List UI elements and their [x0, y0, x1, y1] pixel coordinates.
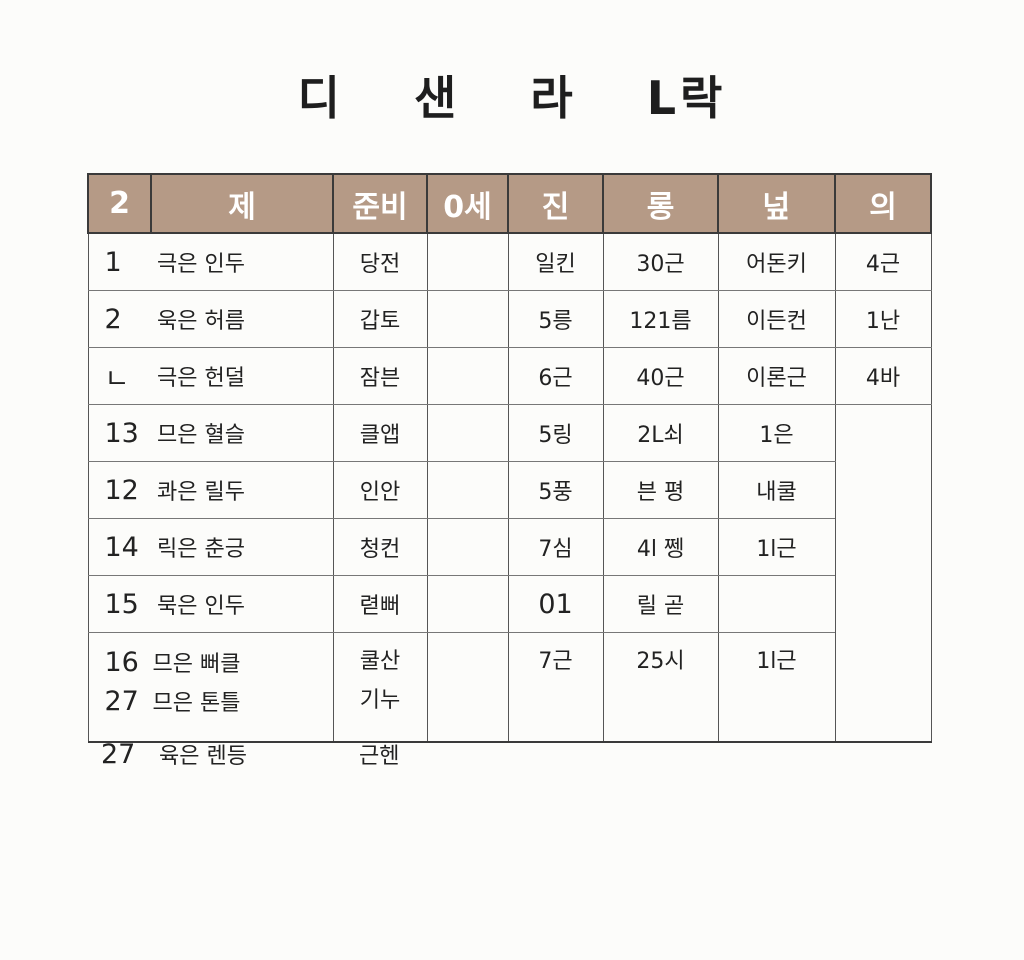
row-col-3: 쿨산 — [359, 649, 401, 674]
row-number: 27 — [101, 738, 136, 770]
row-col-3: 잠븐 — [332, 347, 428, 405]
double-row-left: 16 므은 뻐클 27 므은 톤틀 — [87, 632, 334, 743]
row-col-4 — [427, 404, 509, 462]
row-col-5: 7심 — [507, 518, 604, 576]
row-number: ㄴ — [87, 347, 151, 405]
title-part-3: 라 — [530, 71, 577, 125]
header-row: 2 제 준비 0세 진 롱 넢 의 — [87, 173, 932, 234]
row-name: 므은 혈슬 — [151, 404, 334, 462]
table-row-double: 16 므은 뻐클 27 므은 톤틀 쿨산 기누 7근 25시 1l근 — [87, 632, 931, 743]
row-col-3: 렫뻐 — [332, 575, 428, 633]
row-name: 극은 인두 — [151, 233, 334, 291]
row-col-4 — [427, 233, 509, 291]
row-name: 극은 헌덜 — [151, 347, 334, 405]
table-row: ㄴ 극은 헌덜 잠븐 6근 40근 이론근 4바 — [87, 347, 932, 405]
header-col-6: 롱 — [602, 173, 719, 234]
row-col-4 — [427, 632, 509, 743]
row-col-6: 30근 — [602, 233, 719, 291]
row-col-7: 이론근 — [717, 347, 836, 405]
row-col-5: 5릉 — [507, 290, 604, 348]
table-row: 2 욱은 허름 갑토 5릉 121름 이든컨 1난 — [87, 290, 932, 348]
row-col-5: 일킨 — [507, 233, 604, 291]
row-col-3: 갑토 — [332, 290, 428, 348]
row-col-8-empty — [834, 404, 932, 743]
row-col-3: 당전 — [332, 233, 428, 291]
row-col-6: 121름 — [602, 290, 719, 348]
row-col-4 — [427, 347, 509, 405]
row-col-8: 1난 — [834, 290, 932, 348]
double-row-col-3: 쿨산 기누 — [332, 632, 428, 743]
row-number: 27 — [104, 685, 139, 717]
header-col-2: 제 — [150, 173, 334, 234]
title-part-2: 샌 — [414, 71, 461, 125]
row-col-7: 이든컨 — [717, 290, 836, 348]
row-col-3: 클앱 — [332, 404, 428, 462]
row-name: 므은 뻐클 — [152, 652, 241, 677]
row-col-3: 인안 — [332, 461, 428, 519]
row-col-5: 01 — [507, 575, 604, 633]
row-name: 묵은 인두 — [151, 575, 334, 633]
row-col-5: 5풍 — [507, 461, 604, 519]
row-col-7: 1은 — [717, 404, 836, 462]
row-col-6: 4l 쩽 — [602, 518, 719, 576]
row-number: 1 — [87, 233, 151, 291]
table-row: 14 릭은 춘긍 청컨 7심 4l 쩽 1l근 — [87, 518, 931, 576]
roster-table: 2 제 준비 0세 진 롱 넢 의 1 극은 인두 당전 일킨 30근 어돈키 … — [87, 173, 932, 743]
row-col-7: 어돈키 — [717, 233, 836, 291]
row-col-4 — [427, 518, 509, 576]
row-name: 므은 톤틀 — [152, 691, 241, 716]
title-part-4: L락 — [646, 71, 727, 125]
row-col-7 — [717, 575, 836, 633]
row-col-6: 븐 평 — [602, 461, 719, 519]
row-col-3: 근헨 — [359, 744, 400, 769]
row-number: 15 — [87, 575, 151, 633]
row-col-6-value: 25시 — [636, 649, 685, 674]
row-col-7: 1l근 — [717, 632, 836, 743]
row-col-3: 기누 — [359, 688, 401, 713]
row-col-4 — [427, 575, 509, 633]
header-col-5: 진 — [507, 173, 604, 234]
row-col-4 — [427, 461, 509, 519]
row-name: 욱은 허름 — [151, 290, 334, 348]
title-part-1: 디 — [297, 71, 344, 125]
header-col-1: 2 — [87, 173, 152, 234]
row-col-5: 6근 — [507, 347, 604, 405]
row-number: 16 — [104, 646, 139, 678]
row-col-6: 25시 — [602, 632, 719, 743]
table-row: 1 극은 인두 당전 일킨 30근 어돈키 4근 — [87, 233, 932, 291]
row-name: 릭은 춘긍 — [151, 518, 334, 576]
page-title: 디 샌 라 L락 — [0, 62, 1024, 128]
header-col-8: 의 — [834, 173, 932, 234]
row-col-4 — [427, 290, 509, 348]
table-row: 15 묵은 인두 렫뻐 01 릴 곧 — [87, 575, 931, 633]
row-col-7-value: 1l근 — [756, 649, 797, 674]
row-name: 콰은 릴두 — [151, 461, 334, 519]
row-col-6: 40근 — [602, 347, 719, 405]
row-col-5-value: 7근 — [538, 649, 573, 674]
row-col-6: 2L쇠 — [602, 404, 719, 462]
row-col-8: 4바 — [834, 347, 932, 405]
header-col-3: 준비 — [332, 173, 428, 234]
outside-row: 27 육은 렌등 근헨 — [101, 734, 501, 774]
table-row: 13 므은 혈슬 클앱 5링 2L쇠 1은 — [87, 404, 932, 743]
row-col-7: 내쿨 — [717, 461, 836, 519]
row-col-7: 1l근 — [717, 518, 836, 576]
row-number: 12 — [87, 461, 151, 519]
row-number: 14 — [87, 518, 151, 576]
row-col-6: 릴 곧 — [602, 575, 719, 633]
header-col-4: 0세 — [426, 173, 509, 234]
row-col-5: 5링 — [507, 404, 604, 462]
table-row: 12 콰은 릴두 인안 5풍 븐 평 내쿨 — [87, 461, 931, 519]
row-col-5: 7근 — [507, 632, 604, 743]
row-col-3: 청컨 — [332, 518, 428, 576]
row-number: 13 — [87, 404, 151, 462]
row-number: 2 — [87, 290, 151, 348]
row-col-8: 4근 — [834, 233, 932, 291]
row-name: 육은 렌등 — [159, 744, 247, 769]
header-col-7: 넢 — [717, 173, 836, 234]
